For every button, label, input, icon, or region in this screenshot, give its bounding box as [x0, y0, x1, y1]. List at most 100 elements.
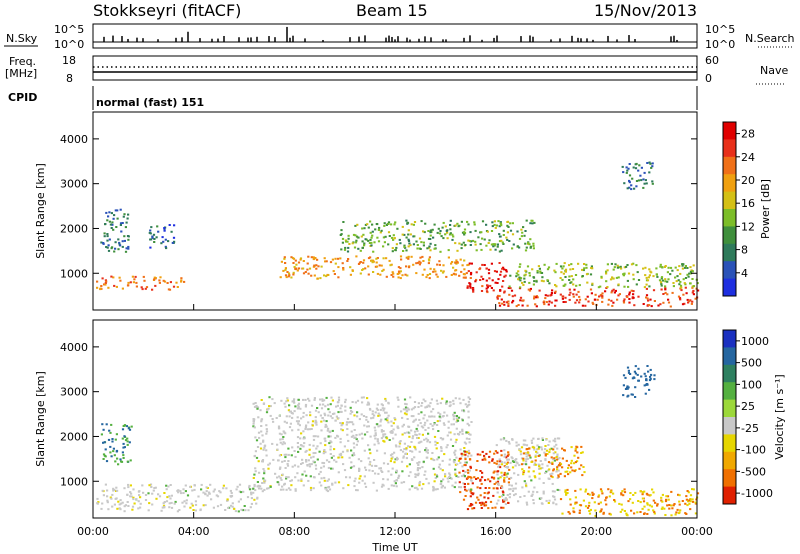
velocity-cell: [666, 495, 670, 498]
power-cell: [543, 263, 546, 266]
velocity-cell: [555, 503, 558, 506]
velocity-cell: [418, 467, 421, 470]
power-cell: [166, 282, 169, 284]
velocity-cell: [554, 451, 557, 454]
velocity-cell: [110, 455, 113, 458]
velocity-cell: [253, 485, 256, 488]
power-cell: [529, 246, 532, 249]
power-cell: [688, 300, 691, 303]
power-cell: [546, 294, 549, 297]
power-cell: [388, 235, 391, 237]
power-cell: [429, 229, 432, 232]
velocity-ytick-label: 4000: [60, 341, 88, 354]
velocity-cell: [128, 441, 131, 444]
power-cell: [583, 267, 586, 270]
velocity-cell: [467, 471, 470, 474]
velocity-cell: [327, 478, 330, 481]
velocity-cell: [401, 433, 404, 436]
power-cell: [113, 250, 116, 253]
velocity-cell: [179, 490, 182, 493]
velocity-cell: [386, 416, 389, 419]
power-cell: [302, 267, 305, 270]
velocity-cell: [670, 514, 673, 517]
velocity-cell: [254, 450, 257, 453]
velocity-cell: [435, 474, 438, 477]
velocity-cell: [418, 461, 421, 464]
velocity-cell: [333, 412, 336, 415]
velocity-cell: [152, 489, 155, 492]
power-cell: [578, 298, 582, 301]
power-cell: [494, 243, 497, 246]
velocity-cell: [122, 425, 125, 427]
power-cell: [687, 301, 690, 304]
velocity-cell: [459, 448, 462, 451]
power-cell: [439, 230, 442, 232]
velocity-cell: [285, 453, 288, 456]
velocity-cell: [469, 490, 472, 493]
velocity-cell: [403, 448, 406, 450]
velocity-cell: [139, 496, 142, 499]
power-cell: [562, 284, 565, 287]
velocity-cell: [439, 467, 442, 470]
velocity-cell: [382, 435, 385, 438]
power-cell: [593, 298, 596, 301]
velocity-cell: [376, 440, 379, 443]
power-cell: [480, 290, 484, 292]
power-cell: [537, 265, 540, 268]
power-cell: [512, 243, 515, 246]
velocity-cell: [643, 513, 646, 515]
power-cell: [662, 301, 665, 304]
power-cell: [412, 223, 415, 226]
velocity-cell: [260, 420, 263, 423]
velocity-cell: [515, 458, 518, 461]
power-cell: [362, 233, 365, 236]
power-cell: [658, 279, 662, 282]
velocity-cell: [302, 430, 305, 433]
velocity-cell: [353, 454, 356, 456]
power-cell: [592, 303, 595, 305]
velocity-cell: [604, 499, 607, 502]
velocity-cell: [491, 459, 494, 462]
velocity-cell: [570, 459, 573, 462]
velocity-cell: [502, 494, 505, 496]
velocity-cell: [653, 510, 656, 513]
power-cell: [447, 249, 450, 252]
velocity-cell: [453, 411, 456, 414]
power-cell: [692, 264, 695, 267]
velocity-cell: [528, 466, 531, 469]
velocity-colorbar-cell: [723, 382, 736, 401]
velocity-cell: [421, 402, 424, 404]
power-cell: [499, 273, 502, 276]
power-cell: [347, 237, 350, 240]
power-cell: [491, 221, 494, 224]
velocity-cell: [396, 425, 399, 428]
velocity-cell: [546, 453, 549, 455]
power-colorbar-tick-label: 4: [741, 267, 748, 280]
velocity-cell: [107, 508, 110, 511]
power-cell: [439, 250, 442, 253]
velocity-cell: [307, 397, 310, 400]
velocity-cell: [321, 461, 324, 464]
velocity-cell: [456, 432, 460, 435]
power-cell: [524, 242, 527, 245]
velocity-cell: [458, 457, 461, 460]
power-cell: [342, 221, 345, 223]
power-cell: [164, 245, 167, 248]
velocity-cell: [696, 492, 700, 495]
velocity-cell: [338, 453, 341, 456]
velocity-cell: [479, 478, 482, 481]
velocity-cell: [420, 404, 423, 407]
power-cell: [284, 274, 288, 277]
power-cell: [452, 266, 455, 269]
velocity-cell: [401, 416, 404, 419]
velocity-cell: [660, 507, 663, 510]
velocity-cell: [168, 506, 171, 509]
velocity-cell: [283, 402, 286, 405]
velocity-cell: [432, 467, 435, 470]
velocity-cell: [578, 512, 581, 514]
velocity-cell: [377, 414, 380, 417]
velocity-cell: [138, 490, 141, 493]
velocity-cell: [507, 502, 510, 504]
velocity-cell: [536, 451, 539, 454]
velocity-cell: [319, 403, 322, 406]
